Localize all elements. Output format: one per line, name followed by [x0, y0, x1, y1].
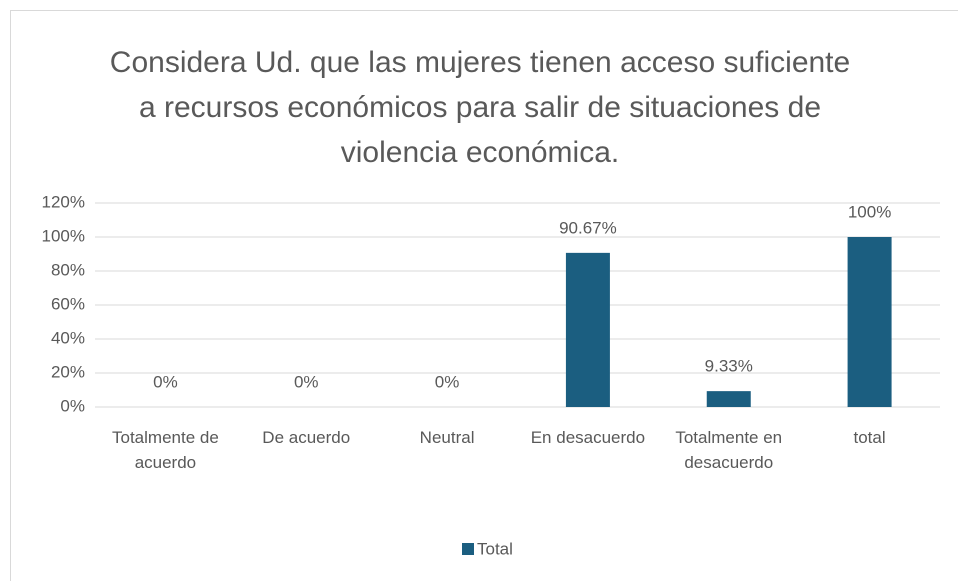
- chart-border: [10, 10, 958, 581]
- y-tick-label: 0%: [60, 396, 85, 415]
- data-label: 9.33%: [705, 357, 753, 376]
- data-label: 0%: [435, 372, 460, 391]
- data-label: 0%: [294, 372, 319, 391]
- y-tick-label: 80%: [51, 260, 85, 279]
- data-label: 90.67%: [559, 218, 617, 237]
- bar: [847, 237, 892, 407]
- x-tick-label: En desacuerdo: [530, 428, 646, 447]
- legend-swatch: [462, 543, 474, 555]
- data-label: 0%: [153, 372, 178, 391]
- y-tick-label: 20%: [51, 362, 85, 381]
- y-tick-label: 40%: [51, 328, 85, 347]
- bar: [706, 391, 751, 407]
- x-tick-label: Neutral: [419, 428, 475, 447]
- legend-label: Total: [477, 539, 513, 558]
- bar: [565, 252, 610, 407]
- y-tick-label: 120%: [42, 192, 85, 211]
- x-tick-label: total: [853, 428, 886, 447]
- y-tick-label: 60%: [51, 294, 85, 313]
- x-tick-label: De acuerdo: [262, 428, 351, 447]
- data-label: 100%: [848, 202, 891, 221]
- x-tick-label: Totalmente de acuerdo: [112, 428, 219, 472]
- chart-title: Considera Ud. que las mujeres tienen acc…: [109, 46, 851, 169]
- y-tick-label: 100%: [42, 226, 85, 245]
- x-tick-label: Totalmente en desacuerdo: [675, 428, 783, 472]
